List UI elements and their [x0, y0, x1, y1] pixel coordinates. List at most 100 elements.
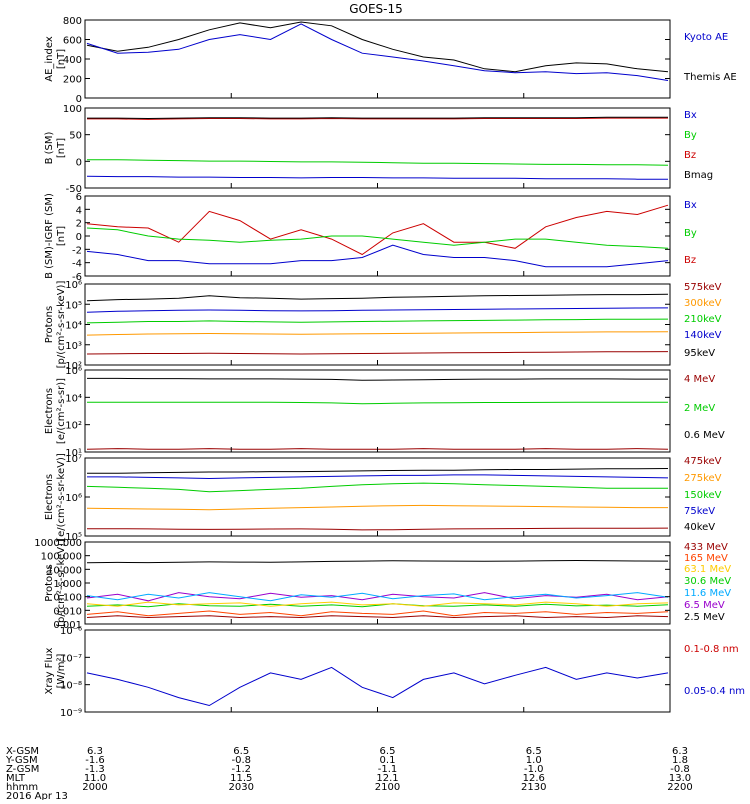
panel-7-yunit: [p/(cm²-s-sr-keV)] — [56, 539, 67, 627]
panel-4-yunit: [p/(cm²-s-sr-keV)] — [56, 281, 67, 369]
panel-7-ytick-label: 1000.000 — [34, 538, 82, 549]
xaxis-value: 2130 — [521, 782, 546, 793]
panel-6-series-4 — [86, 504, 668, 511]
panel-7-legend-7: 2.5 MeV — [684, 612, 725, 623]
panel-1-legend-1: Kyoto AE — [684, 32, 728, 43]
xaxis-value: -0.8 — [231, 755, 251, 766]
xaxis-row-label: hhmm — [6, 782, 38, 793]
panel-6-legend-4: 75keV — [684, 506, 715, 517]
panel-3-series-2 — [86, 227, 669, 249]
panel-7-legend-2: 165 MeV — [684, 553, 728, 564]
panel-8-ytick-label: 10⁻⁶ — [60, 626, 82, 637]
panel-4-legend-3: 210keV — [684, 314, 722, 325]
panel-3-ytick-label: 6 — [76, 192, 82, 203]
panel-2-ylabel: B (SM) — [44, 131, 55, 164]
panel-7-series-7 — [86, 615, 669, 619]
panel-6-series-5 — [87, 527, 669, 531]
date-label: 2016 Apr 13 — [6, 791, 68, 800]
panel-8-ytick-label: 10⁻⁷ — [60, 653, 82, 664]
panel-4-series-3 — [86, 318, 669, 324]
panel-8-frame — [84, 629, 671, 713]
panel-7-ytick-label: 100.000 — [41, 552, 82, 563]
panel-2-series-1 — [87, 117, 668, 120]
panel-3-legend-3: Bz — [684, 255, 696, 266]
panel-3-ytick-label: 4 — [76, 205, 82, 216]
panel-6-legend-1: 475keV — [684, 456, 722, 467]
panel-8-yunit: [W/m²] — [56, 653, 67, 688]
panel-6-yunit: [e/(cm²-s-sr-keV)] — [56, 453, 67, 541]
panel-2-legend-4: Bmag — [684, 170, 713, 181]
panel-4-ytick-label: 10³ — [65, 341, 82, 352]
panel-2-yunit: [nT] — [56, 138, 67, 158]
panel-6-series-2 — [87, 474, 669, 480]
xaxis-value: 2100 — [375, 782, 400, 793]
panel-4-ytick-label: 10⁴ — [65, 321, 82, 332]
panel-4-legend-2: 300keV — [684, 298, 722, 309]
panel-2-series-4 — [86, 175, 668, 180]
panel-6-ytick-label: 10⁵ — [65, 532, 82, 543]
panel-3-ytick-label: -4 — [72, 259, 82, 270]
panel-1-ytick-label: 0 — [76, 94, 82, 105]
panel-4-legend-5: 95keV — [684, 348, 715, 359]
panel-1-ytick-label: 600 — [63, 36, 82, 47]
panel-7-series-4 — [86, 603, 669, 608]
panel-3-ytick-label: -6 — [72, 272, 82, 283]
xaxis-value: 11.0 — [84, 773, 106, 784]
panel-7-legend-5: 11.6 MeV — [684, 588, 731, 599]
panel-5-ylabel: Electrons — [44, 388, 55, 434]
panel-1-series-1 — [86, 21, 669, 73]
xaxis-value: 2000 — [82, 782, 107, 793]
panel-4-series-4 — [86, 331, 669, 336]
panel-2-legend-2: By — [684, 130, 697, 141]
panel-3-series-1 — [86, 204, 669, 256]
panel-7-ytick-label: 0.010 — [53, 606, 82, 617]
panel-8-series-2 — [86, 666, 669, 707]
xaxis-value: 6.5 — [380, 746, 396, 757]
panel-7-series-6 — [86, 610, 669, 617]
xaxis-value: -1.0 — [524, 764, 544, 775]
panel-4-ylabel: Protons — [44, 306, 55, 343]
panel-7-legend-6: 6.5 MeV — [684, 600, 725, 611]
panel-4-ytick-label: 10⁵ — [65, 300, 82, 311]
panel-5-series-2 — [87, 401, 668, 405]
panel-6-frame — [84, 457, 671, 537]
panel-4-legend-1: 575keV — [684, 282, 722, 293]
panel-3-frame — [84, 195, 671, 277]
panel-3-yunit: [nT] — [56, 226, 67, 246]
panel-6-series-1 — [87, 468, 669, 474]
panel-7-frame — [84, 541, 671, 625]
panel-1-ytick-label: 400 — [63, 55, 82, 66]
panel-4-frame — [84, 283, 671, 366]
xaxis-value: 13.0 — [669, 773, 691, 784]
xaxis-value: 12.1 — [376, 773, 398, 784]
panel-6-legend-2: 275keV — [684, 473, 722, 484]
panel-8-legend-1: 0.1-0.8 nm — [684, 644, 739, 655]
panel-4-series-5 — [86, 351, 669, 355]
panel-8-ytick-label: 10⁻⁸ — [60, 681, 82, 692]
xaxis-value: 6.5 — [526, 746, 542, 757]
panel-6-ytick-label: 10⁷ — [65, 454, 82, 465]
panel-3-ytick-label: 0 — [76, 232, 82, 243]
panel-7-series-5 — [86, 601, 669, 607]
panel-1-yunit: [nT] — [56, 49, 67, 69]
xaxis-value: 11.5 — [230, 773, 252, 784]
panel-7-ylabel: Protons — [44, 564, 55, 601]
panel-3-ytick-label: 2 — [76, 219, 82, 230]
panel-5-ytick-label: 10⁴ — [65, 393, 82, 404]
panel-2-ytick-label: 50 — [69, 131, 82, 142]
panel-7-legend-1: 433 MeV — [684, 542, 728, 553]
panel-1-legend-2: Themis AE — [683, 72, 737, 83]
panel-7-ytick-label: 0.001 — [53, 620, 82, 631]
panel-5-frame — [84, 369, 671, 453]
panel-3-legend-1: Bx — [684, 200, 697, 211]
panel-5-legend-3: 0.6 MeV — [684, 430, 725, 441]
xaxis-value: 1.0 — [526, 755, 542, 766]
panel-7-ytick-label: 10.000 — [47, 565, 82, 576]
xaxis-value: 1.8 — [672, 755, 688, 766]
xaxis-value: 6.5 — [233, 746, 249, 757]
xaxis-value: 6.3 — [87, 746, 103, 757]
panel-7-legend-3: 63.1 MeV — [684, 564, 731, 575]
panel-8-legend-2: 0.05-0.4 nm — [684, 686, 745, 697]
